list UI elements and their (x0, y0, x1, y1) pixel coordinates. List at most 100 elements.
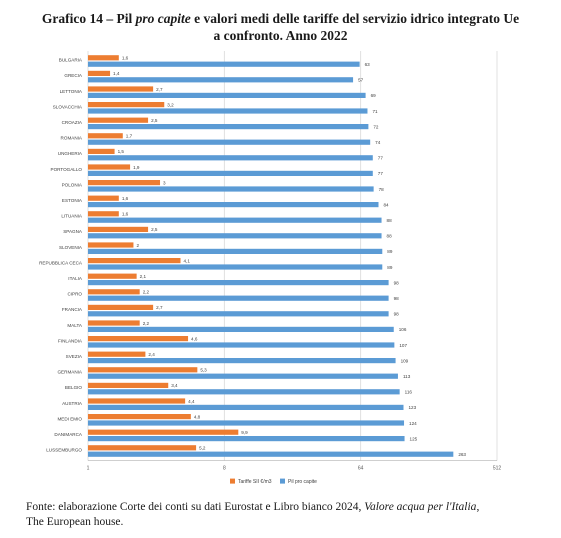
label-pil-bulgaria: 63 (365, 62, 371, 67)
label-pil-belgio: 116 (405, 390, 413, 395)
label-tariffa-belgio: 3,4 (171, 383, 178, 388)
bar-tariffa-malta (88, 320, 140, 326)
label-tariffa-estonia: 1,6 (122, 196, 129, 201)
label-pil-lussemburgo: 263 (458, 452, 466, 457)
label-tariffa-finlandia: 4,6 (191, 336, 198, 341)
bar-tariffa-portogallo (88, 164, 131, 170)
category-label-portogallo: PORTOGALLO (51, 167, 83, 172)
category-label-finlandia: FINLANDIA (58, 338, 83, 343)
title-part-1: Grafico 14 – Pil (41, 11, 136, 26)
title-line-2: a confronto. Anno 2022 (213, 28, 348, 43)
label-tariffa-slovacchia: 3,2 (167, 102, 174, 107)
label-pil-portogallo: 77 (378, 171, 384, 176)
bar-tariffa-ungheria (88, 148, 115, 154)
label-tariffa-romania: 1,7 (126, 134, 133, 139)
label-pil-finlandia: 107 (399, 343, 407, 348)
category-label-medi-emio: MEDI EMIO (57, 416, 82, 421)
bar-tariffa-lettonia (88, 86, 154, 92)
label-pil-slovenia: 89 (387, 249, 393, 254)
bar-pil-medi-emio (88, 420, 405, 426)
bar-tariffa-medi-emio (88, 414, 191, 420)
bar-pil-italia (88, 280, 389, 286)
category-label-polonia: POLONIA (62, 182, 83, 187)
bar-pil-malta (88, 326, 394, 332)
bar-pil-finlandia (88, 342, 395, 348)
title-part-3: e valori medi delle tariffe del servizio… (190, 11, 520, 26)
bar-tariffa-francia (88, 304, 154, 310)
category-label-bulgaria: BULGARIA (59, 58, 83, 63)
bar-tariffa-polonia (88, 180, 161, 186)
bar-tariffa-estonia (88, 195, 119, 201)
category-label-belgio: BELGIO (65, 385, 83, 390)
category-label-ungheria: UNGHERIA (58, 151, 83, 156)
bar-pil-croazia (88, 124, 369, 130)
label-tariffa-ungheria: 1,5 (118, 149, 125, 154)
bar-pil-slovacchia (88, 108, 368, 114)
label-pil-repubblica-ceca: 89 (387, 265, 393, 270)
bar-pil-francia (88, 311, 389, 317)
label-pil-polonia: 78 (379, 187, 385, 192)
label-tariffa-lettonia: 2,7 (156, 87, 163, 92)
legend-swatch-tariffa (230, 478, 235, 484)
legend-label-pil: Pil pro capite (288, 479, 317, 484)
label-tariffa-germania: 5,3 (200, 368, 207, 373)
x-tick-label-0: 1 (87, 466, 90, 472)
label-pil-italia: 98 (394, 280, 400, 285)
label-tariffa-italia: 2,1 (140, 274, 147, 279)
label-tariffa-cipro: 2,2 (143, 290, 150, 295)
bar-tariffa-italia (88, 273, 137, 279)
x-tick-label-1: 8 (223, 466, 226, 472)
chart-frame: BULGARIA 1,6 63 GRECIA 1,4 57 LETTONIA 2,7 69 SLO… (30, 47, 527, 484)
label-tariffa-slovenia: 2 (136, 243, 139, 248)
bar-pil-belgio (88, 389, 400, 395)
label-pil-danimarca: 125 (410, 436, 418, 441)
label-pil-estonia: 84 (383, 202, 389, 207)
bar-tariffa-germania (88, 367, 198, 373)
bar-tariffa-cipro (88, 289, 140, 295)
bar-chart: BULGARIA 1,6 63 GRECIA 1,4 57 LETTONIA 2,7 69 SLO… (39, 51, 501, 484)
label-pil-austria: 123 (408, 405, 416, 410)
label-pil-lituania: 88 (387, 218, 393, 223)
bar-tariffa-slovenia (88, 242, 134, 248)
bar-pil-portogallo (88, 170, 373, 176)
label-tariffa-spagna: 2,5 (151, 227, 158, 232)
bar-pil-estonia (88, 202, 379, 208)
label-pil-grecia: 57 (358, 78, 364, 83)
category-label-germania: GERMANIA (57, 370, 82, 375)
bar-tariffa-danimarca (88, 429, 239, 435)
label-tariffa-danimarca: 9,9 (241, 430, 248, 435)
legend-swatch-pil (280, 478, 285, 484)
bar-tariffa-spagna (88, 226, 149, 232)
bar-tariffa-belgio (88, 382, 169, 388)
category-label-spagna: SPAGNA (63, 229, 83, 234)
category-label-danimarca: DANIMARCA (54, 432, 83, 437)
label-tariffa-malta: 2,2 (143, 321, 150, 326)
category-label-svezia: SVEZIA (66, 354, 83, 359)
category-label-slovacchia: SLOVACCHIA (53, 104, 83, 109)
bar-tariffa-croazia (88, 117, 149, 123)
bar-pil-lituania (88, 217, 382, 223)
category-label-lettonia: LETTONIA (60, 89, 83, 94)
label-tariffa-medi-emio: 4,8 (194, 414, 201, 419)
category-label-lituania: LITUANIA (61, 214, 83, 219)
bar-pil-bulgaria (88, 61, 360, 67)
category-label-austria: AUSTRIA (62, 401, 83, 406)
label-pil-medi-emio: 124 (409, 421, 417, 426)
source-note: Fonte: elaborazione Corte dei conti su d… (26, 500, 546, 530)
label-pil-francia: 98 (394, 312, 400, 317)
bar-pil-repubblica-ceca (88, 264, 383, 270)
category-label-croazia: CROAZIA (62, 120, 83, 125)
category-label-francia: FRANCIA (62, 307, 83, 312)
bar-pil-romania (88, 139, 371, 145)
category-label-lussemburgo: LUSSEMBURGO (46, 448, 82, 453)
label-pil-slovacchia: 71 (372, 109, 378, 114)
bar-tariffa-slovacchia (88, 102, 165, 108)
label-pil-croazia: 72 (373, 124, 379, 129)
bar-pil-austria (88, 404, 404, 410)
category-label-romania: ROMANIA (61, 136, 83, 141)
label-pil-lettonia: 69 (371, 93, 377, 98)
bar-tariffa-austria (88, 398, 186, 404)
category-label-malta: MALTA (67, 323, 83, 328)
bar-tariffa-lituania (88, 211, 119, 217)
label-tariffa-croazia: 2,5 (151, 118, 158, 123)
